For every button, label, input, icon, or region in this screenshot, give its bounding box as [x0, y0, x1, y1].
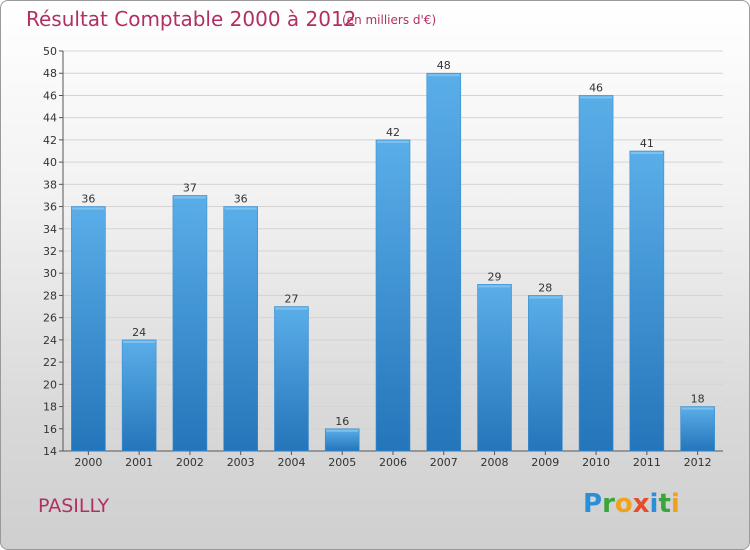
chart-subtitle: (en milliers d'€)	[342, 13, 437, 27]
bar-2000	[71, 206, 106, 452]
x-tick-label: 2008	[481, 456, 509, 469]
data-label: 29	[488, 270, 502, 283]
axes: 14 16 18 20 22 24 26 28 30 32 34 36 38 40 42 44 46 48 50	[43, 45, 723, 458]
chart-title: Résultat Comptable 2000 à 2012	[26, 7, 357, 31]
bar-highlight	[478, 285, 511, 288]
y-tick-label: 18	[43, 401, 57, 414]
y-tick-label: 16	[43, 423, 57, 436]
bar-2002	[172, 195, 208, 452]
logo-letter: P	[583, 489, 603, 519]
y-tick-label: 42	[43, 134, 57, 147]
bar-2001	[121, 339, 157, 452]
logo-letter: x	[632, 489, 650, 519]
bar-highlight	[173, 196, 206, 199]
logo-letter: t	[658, 489, 671, 519]
data-label: 37	[183, 181, 197, 194]
x-tick-label: 2003	[227, 456, 255, 469]
bar-highlight	[224, 207, 257, 210]
y-tick-label: 26	[43, 312, 57, 325]
bars	[71, 72, 715, 452]
logo-letter: o	[614, 489, 633, 519]
y-tick-label: 14	[43, 445, 57, 458]
x-tick-label: 2000	[74, 456, 102, 469]
proxiti-logo[interactable]: Proxiti	[583, 489, 680, 519]
x-tick-label: 2005	[328, 456, 356, 469]
bar-2006	[375, 139, 411, 452]
bar-highlight	[377, 140, 409, 143]
bar-highlight	[427, 74, 460, 77]
y-tick-label: 24	[43, 334, 57, 347]
data-label: 46	[589, 81, 603, 94]
data-label: 27	[284, 293, 298, 306]
x-tick-label: 2002	[176, 456, 204, 469]
bar-2003	[223, 206, 258, 452]
x-tick-label: 2010	[582, 456, 610, 469]
data-label: 24	[132, 326, 146, 339]
bar-2008	[477, 284, 512, 452]
y-tick-label: 36	[43, 201, 57, 214]
x-tick-label: 2007	[430, 456, 458, 469]
bar-2007	[426, 72, 462, 452]
logo-letter: i	[649, 489, 659, 519]
x-tick-label: 2004	[277, 456, 305, 469]
y-tick-label: 40	[43, 156, 57, 169]
logo-letter: i	[670, 489, 680, 519]
data-label: 18	[691, 393, 705, 406]
labels: 36 2000 24 2001 37 2002 36 2003 27 2004 16 2005 42 20…	[74, 59, 711, 469]
data-label: 36	[234, 193, 248, 206]
y-tick-label: 38	[43, 178, 57, 191]
y-tick-label: 30	[43, 267, 57, 280]
y-tick-label: 44	[43, 112, 57, 125]
bar-highlight	[275, 307, 308, 310]
bar-2012	[680, 406, 715, 452]
place-name: PASILLY	[38, 495, 110, 517]
y-tick-label: 32	[43, 245, 57, 258]
y-tick-label: 28	[43, 289, 57, 302]
bar-highlight	[681, 407, 714, 410]
bar-highlight	[630, 152, 663, 154]
bar-highlight	[72, 207, 105, 210]
y-tick-label: 50	[43, 45, 57, 58]
x-tick-label: 2001	[125, 456, 153, 469]
bar-2009	[528, 295, 563, 452]
bar-highlight	[580, 96, 613, 99]
data-label: 28	[538, 281, 552, 294]
y-tick-label: 46	[43, 89, 57, 102]
bar-2004	[274, 306, 309, 452]
data-label: 42	[386, 126, 400, 139]
x-tick-label: 2006	[379, 456, 407, 469]
bar-2011	[629, 150, 665, 452]
logo-letter: r	[602, 489, 615, 519]
bar-2010	[578, 95, 614, 452]
x-tick-label: 2011	[633, 456, 661, 469]
y-tick-label: 22	[43, 356, 57, 369]
y-tick-label: 34	[43, 223, 57, 236]
data-label: 16	[335, 415, 349, 428]
data-label: 48	[437, 59, 451, 72]
x-tick-label: 2012	[684, 456, 712, 469]
bar-highlight	[123, 340, 156, 343]
bar-2005	[324, 428, 360, 452]
y-tick-label: 48	[43, 67, 57, 80]
x-tick-label: 2009	[531, 456, 559, 469]
bar-highlight	[326, 429, 359, 432]
data-label: 36	[81, 193, 95, 206]
y-tick-label: 20	[43, 378, 57, 391]
data-label: 41	[640, 137, 654, 150]
bar-highlight	[529, 296, 562, 299]
